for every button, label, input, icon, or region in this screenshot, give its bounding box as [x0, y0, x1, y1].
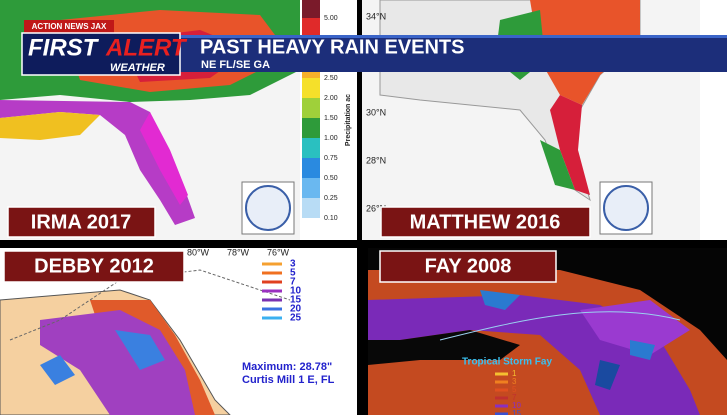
- max-station: Curtis Mill 1 E, FL: [242, 374, 335, 386]
- latitude-label: 30°N: [366, 107, 386, 117]
- panel-label: IRMA 2017: [31, 211, 131, 233]
- label-box: [379, 250, 557, 283]
- legend-label: 7: [512, 393, 517, 402]
- legend-label: 10: [290, 286, 302, 297]
- latitude-label: 28°N: [366, 155, 386, 165]
- logo-alert: ALERT: [105, 34, 188, 61]
- scale-bar: [302, 0, 320, 218]
- scale-label: 0.75: [324, 155, 338, 162]
- panel-label: FAY 2008: [425, 255, 512, 277]
- logo: ACTION NEWS JAX FIRST ALERT WEATHER: [21, 20, 188, 76]
- legend-label: 5: [512, 385, 517, 394]
- legend-label: 7: [290, 277, 296, 288]
- label-box: [7, 206, 156, 238]
- scale-label: 0.10: [324, 215, 338, 222]
- banner-title: PAST HEAVY RAIN EVENTS: [200, 36, 465, 58]
- banner-edge: [180, 35, 727, 38]
- divider: [362, 248, 368, 415]
- legend-label: 1: [512, 369, 517, 378]
- scale-label: 1.00: [324, 135, 338, 142]
- scale-label: 5.00: [324, 15, 338, 22]
- latitude-label: 26°N: [366, 203, 386, 213]
- longitude-label: 80°W: [187, 247, 210, 257]
- banner: [180, 35, 727, 72]
- legend-label: 15: [512, 409, 521, 415]
- panel-label: MATTHEW 2016: [410, 211, 561, 233]
- logo-first: FIRST: [28, 34, 100, 61]
- label-box: [380, 206, 591, 238]
- logo-weather: WEATHER: [110, 62, 165, 74]
- banner-subtitle: NE FL/SE GA: [201, 59, 270, 71]
- storm-name: Tropical Storm Fay: [462, 357, 552, 368]
- longitude-label: 76°W: [267, 247, 290, 257]
- divider: [0, 240, 727, 248]
- longitude-label: 78°W: [227, 247, 250, 257]
- scale-label: 2.00: [324, 95, 338, 102]
- maximum: Maximum: 28.78": [242, 361, 332, 373]
- legend-label: 15: [290, 295, 302, 306]
- legend-label: 20: [290, 304, 302, 315]
- scale-title: Precipitation ac: [345, 94, 352, 146]
- legend-label: 5: [290, 268, 296, 279]
- legend-label: 10: [512, 401, 521, 410]
- scale-label: 0.50: [324, 175, 338, 182]
- scale-label: 0.25: [324, 195, 338, 202]
- legend-label: 3: [512, 377, 517, 386]
- scale-label: 2.50: [324, 75, 338, 82]
- scale-label: 1.50: [324, 115, 338, 122]
- divider: [357, 0, 362, 415]
- panel-label: DEBBY 2012: [34, 255, 154, 277]
- station: ACTION NEWS JAX: [32, 22, 107, 31]
- latitude-label: 34°N: [366, 11, 386, 21]
- legend-label: 3: [290, 259, 296, 270]
- label-box: [3, 250, 185, 283]
- legend-label: 25: [290, 313, 302, 324]
